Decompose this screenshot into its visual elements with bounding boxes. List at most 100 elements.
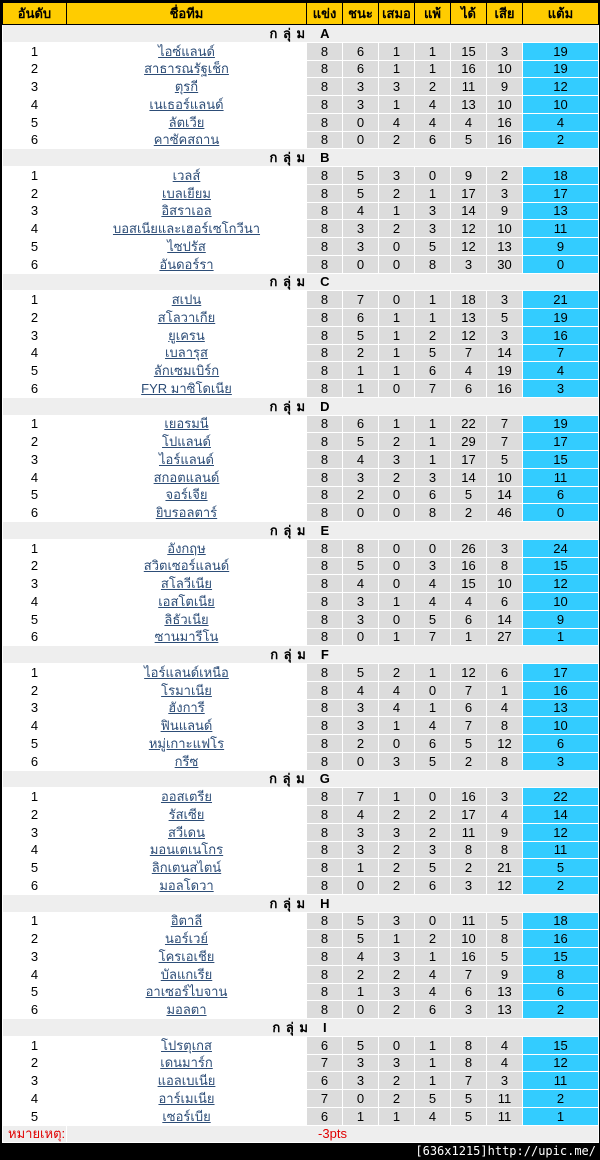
group-header-row-G: ก ลุ่ ม G bbox=[2, 769, 599, 789]
points-cell: 21 bbox=[522, 290, 599, 309]
team-link[interactable]: อาร์เมเนีย bbox=[158, 1090, 215, 1106]
team-link[interactable]: ฟินแลนด์ bbox=[160, 718, 213, 734]
points-cell: 19 bbox=[522, 41, 599, 61]
team-link[interactable]: โรมาเนีย bbox=[161, 682, 212, 698]
points-cell: 17 bbox=[522, 663, 599, 682]
group-header-row-B: ก ลุ่ ม B bbox=[2, 148, 599, 167]
stat-cell: 5 bbox=[342, 556, 379, 576]
team-link[interactable]: บอสเนียและเฮอร์เซโกวีนา bbox=[112, 221, 261, 237]
stat-cell: 5 bbox=[450, 130, 487, 150]
team-link[interactable]: มอลตา bbox=[166, 1002, 207, 1018]
team-link[interactable]: สวิตเซอร์แลนด์ bbox=[143, 558, 230, 574]
team-link[interactable]: แอลเบเนีย bbox=[157, 1073, 216, 1089]
stat-cell: 1 bbox=[414, 450, 451, 469]
rank-cell: 2 bbox=[2, 432, 67, 451]
stat-cell: 7 bbox=[450, 343, 487, 363]
team-link[interactable]: ยิบรอลตาร์ bbox=[155, 505, 218, 521]
stat-cell: 8 bbox=[486, 751, 523, 771]
stat-cell: 2 bbox=[378, 467, 415, 487]
team-link[interactable]: ไอซ์แลนด์ bbox=[158, 43, 215, 59]
team-link[interactable]: ลักเซมเบิร์ก bbox=[153, 363, 220, 379]
team-link[interactable]: บัลแกเรีย bbox=[160, 966, 213, 982]
stat-cell: 8 bbox=[306, 627, 343, 647]
team-cell: สกอตแลนด์ bbox=[66, 467, 307, 487]
stat-cell: 8 bbox=[450, 1053, 487, 1073]
team-link[interactable]: ลิธัวเนีย bbox=[164, 611, 209, 627]
team-link[interactable]: เบลารุส bbox=[165, 345, 208, 361]
stat-cell: 0 bbox=[414, 911, 451, 931]
team-link[interactable]: อาเซอร์ไบจาน bbox=[145, 984, 228, 1000]
team-link[interactable]: เบลเยียม bbox=[162, 185, 211, 201]
points-cell: 6 bbox=[522, 982, 599, 1002]
team-cell: กรีซ bbox=[66, 751, 307, 771]
team-link[interactable]: มอนเตเนโกร bbox=[149, 842, 224, 858]
team-link[interactable]: อังกฤษ bbox=[167, 540, 206, 556]
team-link[interactable]: ลัตเวีย bbox=[168, 114, 205, 130]
stat-cell: 6 bbox=[414, 130, 451, 150]
stat-cell: 5 bbox=[486, 947, 523, 966]
team-link[interactable]: ไซปรัส bbox=[167, 238, 206, 254]
team-link[interactable]: ฮังการี bbox=[168, 700, 205, 716]
team-link[interactable]: สโลวาเกีย bbox=[157, 309, 216, 325]
team-link[interactable]: ไอร์แลนด์ bbox=[158, 451, 214, 467]
team-link[interactable]: อิสราเอล bbox=[161, 203, 212, 219]
team-link[interactable]: ลิกเตนสไตน์ bbox=[151, 860, 222, 876]
rank-cell: 6 bbox=[2, 503, 67, 522]
points-cell: 14 bbox=[522, 805, 599, 824]
stat-cell: 5 bbox=[450, 1106, 487, 1126]
team-link[interactable]: คาซัคสถาน bbox=[153, 132, 220, 148]
team-link[interactable]: ไอร์แลนด์เหนือ bbox=[144, 664, 229, 680]
team-link[interactable]: กรีซ bbox=[174, 753, 199, 769]
team-link[interactable]: เอสโตเนีย bbox=[158, 593, 215, 609]
team-link[interactable]: เดนมาร์ก bbox=[160, 1055, 213, 1071]
team-link[interactable]: ออสเตรีย bbox=[160, 789, 213, 805]
team-link[interactable]: เซอร์เบีย bbox=[162, 1108, 211, 1124]
stat-cell: 2 bbox=[486, 166, 523, 185]
stat-cell: 5 bbox=[342, 183, 379, 203]
team-link[interactable]: สาธารณรัฐเช็ก bbox=[144, 61, 229, 77]
team-link[interactable]: โปแลนด์ bbox=[162, 434, 211, 450]
stat-cell: 4 bbox=[486, 1035, 523, 1055]
stat-cell: 3 bbox=[342, 95, 379, 114]
stat-cell: 3 bbox=[486, 1071, 523, 1090]
stat-cell: 9 bbox=[486, 822, 523, 842]
group-letter: E bbox=[320, 522, 332, 538]
team-row: 6 FYR มาซิโดเนีย 8 1 0 7 6 16 3 bbox=[2, 379, 599, 398]
team-link[interactable]: ตุรกี bbox=[174, 79, 199, 95]
team-link[interactable]: โครเอเชีย bbox=[158, 948, 215, 964]
stat-cell: 6 bbox=[306, 1106, 343, 1126]
stat-cell: 8 bbox=[306, 201, 343, 221]
stat-cell: 6 bbox=[486, 592, 523, 611]
team-link[interactable]: อิตาลี bbox=[170, 913, 203, 929]
team-link[interactable]: เนเธอร์แลนด์ bbox=[149, 96, 224, 112]
stat-cell: 5 bbox=[342, 166, 379, 185]
team-link[interactable]: เยอรมนี bbox=[164, 416, 209, 432]
points-cell: 19 bbox=[522, 414, 599, 434]
stat-cell: 4 bbox=[414, 112, 451, 132]
team-link[interactable]: FYR มาซิโดเนีย bbox=[141, 380, 232, 396]
team-link[interactable]: ยูเครน bbox=[168, 327, 205, 343]
team-link[interactable]: ซานมารีโน bbox=[154, 629, 219, 645]
team-link[interactable]: เวลส์ bbox=[172, 167, 201, 183]
team-link[interactable]: จอร์เจีย bbox=[165, 487, 208, 503]
stat-cell: 1 bbox=[414, 290, 451, 309]
stat-cell: 3 bbox=[486, 290, 523, 309]
team-link[interactable]: สกอตแลนด์ bbox=[153, 469, 220, 485]
team-link[interactable]: รัสเซีย bbox=[168, 806, 205, 822]
team-link[interactable]: หมู่เกาะแฟโร bbox=[148, 735, 225, 751]
team-link[interactable]: นอร์เวย์ bbox=[164, 931, 209, 947]
team-link[interactable]: สวีเดน bbox=[167, 824, 205, 840]
team-link[interactable]: อันดอร์รา bbox=[159, 256, 214, 272]
team-link[interactable]: สเปน bbox=[171, 292, 202, 308]
rank-cell: 6 bbox=[2, 627, 67, 647]
stat-cell: 12 bbox=[450, 663, 487, 682]
stat-cell: 4 bbox=[414, 574, 451, 593]
stat-cell: 16 bbox=[486, 379, 523, 398]
stat-cell: 3 bbox=[378, 911, 415, 931]
points-cell: 2 bbox=[522, 876, 599, 895]
team-link[interactable]: มอลโดวา bbox=[159, 877, 214, 893]
stat-cell: 4 bbox=[342, 450, 379, 469]
team-cell: จอร์เจีย bbox=[66, 485, 307, 505]
team-link[interactable]: โปรตุเกส bbox=[161, 1037, 212, 1053]
team-link[interactable]: สโลวีเนีย bbox=[160, 576, 213, 592]
